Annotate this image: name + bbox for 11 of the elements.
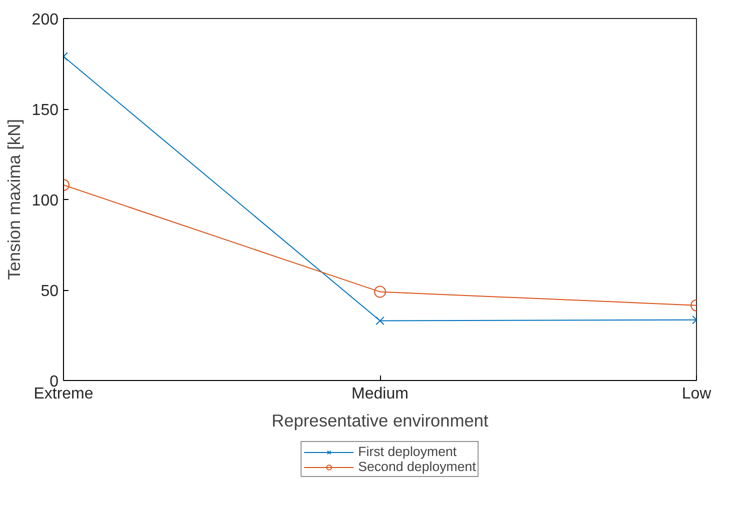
y-tick-label: 50 bbox=[40, 283, 59, 300]
y-tick-label: 200 bbox=[32, 12, 59, 28]
x-tick-label: Extreme bbox=[34, 386, 94, 402]
x-axis-title: Representative environment bbox=[272, 410, 489, 430]
x-tick-label: Medium bbox=[352, 386, 408, 402]
y-axis-title: Tension maxima [kN] bbox=[4, 119, 24, 280]
y-tick-label: 100 bbox=[32, 192, 59, 210]
legend-label: First deployment bbox=[358, 444, 457, 459]
x-tick-label: Low bbox=[682, 386, 712, 402]
y-tick-label: 150 bbox=[32, 102, 59, 119]
legend-label: Second deployment bbox=[358, 459, 476, 474]
